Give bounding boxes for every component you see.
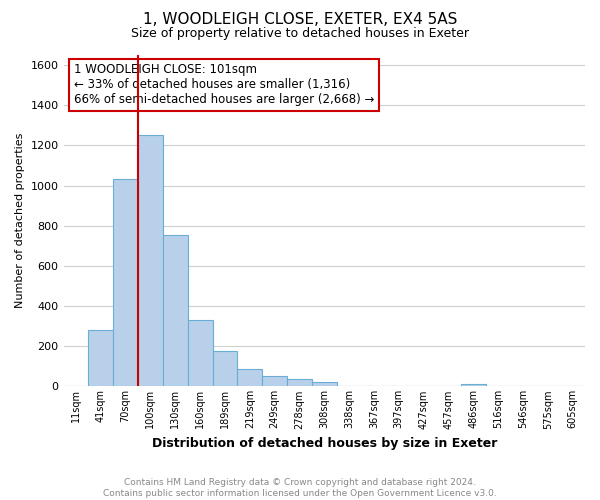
Bar: [312, 382, 337, 386]
Bar: [262, 376, 287, 386]
Bar: [461, 384, 485, 386]
Text: Contains HM Land Registry data © Crown copyright and database right 2024.
Contai: Contains HM Land Registry data © Crown c…: [103, 478, 497, 498]
Bar: [287, 380, 312, 386]
Text: 1 WOODLEIGH CLOSE: 101sqm
← 33% of detached houses are smaller (1,316)
66% of se: 1 WOODLEIGH CLOSE: 101sqm ← 33% of detac…: [74, 64, 374, 106]
Text: 1, WOODLEIGH CLOSE, EXETER, EX4 5AS: 1, WOODLEIGH CLOSE, EXETER, EX4 5AS: [143, 12, 457, 28]
Bar: [212, 351, 238, 386]
Bar: [163, 235, 188, 386]
Text: Size of property relative to detached houses in Exeter: Size of property relative to detached ho…: [131, 28, 469, 40]
Y-axis label: Number of detached properties: Number of detached properties: [15, 133, 25, 308]
X-axis label: Distribution of detached houses by size in Exeter: Distribution of detached houses by size …: [152, 437, 497, 450]
Bar: [138, 136, 163, 386]
Bar: [188, 320, 212, 386]
Bar: [88, 330, 113, 386]
Bar: [113, 178, 138, 386]
Bar: [238, 370, 262, 386]
